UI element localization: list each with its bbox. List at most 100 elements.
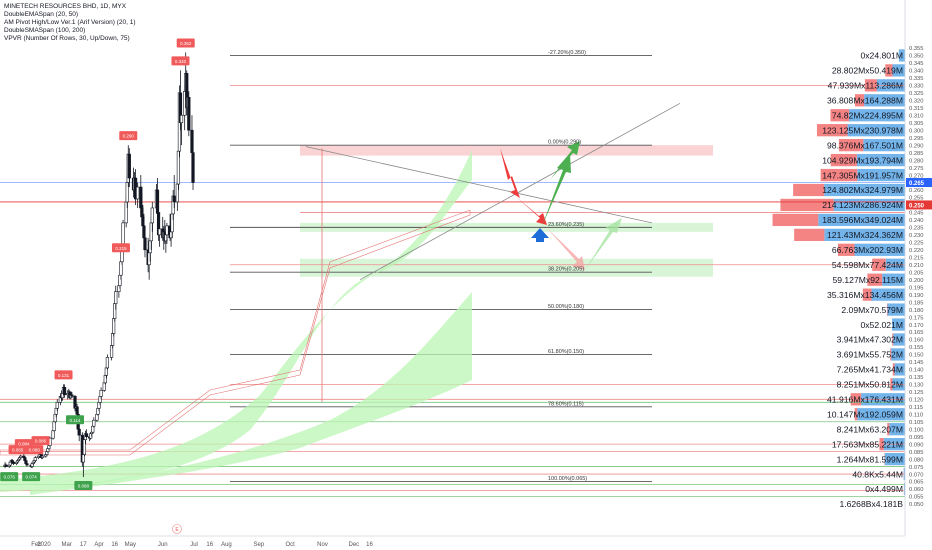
vp-down-bar: [794, 228, 825, 241]
time-tick-label: Apr: [94, 542, 103, 548]
price-tick-label: 0.100: [909, 427, 924, 433]
vp-up-bar: [856, 153, 905, 167]
price-tick-label: 0.320: [909, 99, 924, 105]
pivot-low-marker: [74, 481, 93, 491]
fib-level-label: 0.00%(0.290): [548, 140, 581, 146]
vp-up-bar: [824, 183, 905, 197]
pivot-marker-label: 0.352: [180, 41, 192, 46]
vp-row-label: 121.43Mx324.362M: [827, 230, 903, 240]
vp-up-bar: [894, 363, 905, 376]
vp-row-label: 147.305Mx191.957M: [822, 170, 903, 180]
candle-body: [114, 291, 118, 304]
price-tick-label: 0.185: [909, 300, 924, 306]
candle-body: [121, 222, 125, 245]
projection-arrow-pink: [547, 228, 585, 270]
price-tick-label: 0.350: [909, 54, 924, 60]
vp-up-bar: [854, 243, 905, 256]
vp-down-bar: [830, 153, 857, 167]
vp-row-label: 0x52.021M: [860, 320, 903, 330]
support-zone-2: [300, 258, 713, 277]
ema-band-lower: [30, 292, 472, 495]
pivot-marker-label: 0.215: [115, 246, 127, 251]
vp-down-bar: [854, 94, 865, 107]
price-tick-label: 0.260: [909, 188, 924, 194]
price-tick-label: 0.125: [909, 390, 924, 396]
price-tick-label: 0.285: [909, 151, 924, 157]
price-tick-label: 0.205: [909, 270, 924, 276]
vp-up-bar: [863, 139, 905, 152]
time-tick-label: May: [125, 542, 136, 548]
candle-body: [105, 357, 109, 369]
horizontal-levels: [0, 55, 905, 497]
time-tick-label: Oct: [285, 542, 295, 548]
price-tick-label: 0.270: [909, 173, 924, 179]
pivot-high-marker: [119, 131, 138, 141]
candle-body: [165, 225, 169, 236]
price-tick-label: 0.245: [909, 211, 924, 217]
time-tick-label: 16: [366, 542, 373, 548]
price-tick-label: 0.120: [909, 398, 924, 404]
price-tick-label: 0.065: [909, 480, 924, 486]
projection-arrow-lightgreen: [585, 218, 622, 270]
price-tick-label: 0.345: [909, 61, 924, 67]
vp-down-bar: [892, 363, 895, 376]
vp-row-label: 36.808Mx164.288M: [827, 96, 903, 106]
ema-band-upper: [0, 150, 472, 492]
vp-up-bar: [871, 288, 905, 301]
indicator-pivot[interactable]: AM Pivot High/Low Ver.1 (Arif Version) (…: [4, 19, 136, 26]
vp-row-label: 214.123Mx286.924M: [822, 200, 903, 210]
vp-up-bar: [891, 348, 905, 361]
price-tick-label: 0.310: [909, 113, 924, 119]
candle-body: [77, 428, 81, 436]
pivot-low-marker: [22, 472, 41, 482]
vp-row-label: 66.763Mx202.93M: [832, 245, 903, 255]
price-tick-label: 0.215: [909, 255, 924, 261]
indicator-vpvr[interactable]: VPVR (Number Of Rows, 30, Up/Down, 75): [4, 35, 130, 42]
time-tick-label: Aug: [221, 542, 232, 548]
price-tick-label: 0.315: [909, 106, 924, 112]
pivot-high-marker: [111, 243, 130, 253]
price-tick-label: 0.330: [909, 84, 924, 90]
pivot-marker-label: 0.084: [18, 442, 30, 447]
vp-up-bar: [882, 273, 905, 286]
volume-profile: [772, 49, 905, 496]
indicator-double-sma[interactable]: DoubleSMASpan (100, 200): [4, 27, 86, 34]
price-tick-label: 0.305: [909, 121, 924, 127]
symbol-title[interactable]: MINETECH RESOURCES BHD, 1D, MYX: [4, 3, 127, 10]
candle-body: [136, 186, 140, 200]
projection-arrows: [500, 141, 622, 270]
candle-body: [99, 390, 103, 397]
vp-down-bar: [830, 109, 850, 122]
price-tick-label: 0.180: [909, 308, 924, 314]
vp-down-bar: [885, 64, 893, 77]
price-tick-label: 0.325: [909, 91, 924, 97]
price-tick-label: 0.130: [909, 383, 924, 389]
fib-level-label: 50.00%(0.180): [548, 304, 584, 310]
time-tick-label: Feb: [31, 542, 42, 548]
vp-up-bar: [857, 408, 905, 421]
vp-row-label: 40.8Kx5.44M: [852, 469, 903, 479]
candle-body: [187, 97, 191, 131]
ema-span-fill: [0, 150, 472, 495]
price-tick-label: 0.155: [909, 345, 924, 351]
volume-profile-labels: 0x24.801M 28.802Mx50.419M 47.939Mx113.286M…: [822, 51, 903, 509]
pivot-marker-label: 0.080: [29, 448, 41, 453]
vp-down-bar: [887, 423, 890, 436]
price-label-text: 0.250: [909, 203, 925, 209]
candles: [3, 52, 195, 478]
pivot-marker-label: 0.131: [58, 373, 70, 378]
time-tick-label: Dec: [348, 542, 359, 548]
vp-down-bar: [816, 124, 848, 137]
price-tick-label: 0.290: [909, 143, 924, 149]
fib-level-label: 61.80%(0.150): [548, 349, 584, 355]
vp-row-label: 104.929Mx193.794M: [822, 155, 903, 165]
vp-up-bar: [847, 124, 905, 137]
projection-arrow-red: [515, 196, 547, 225]
pivot-marker-label: 0.068: [78, 484, 90, 489]
indicator-double-ema[interactable]: DoubleEMASpan (20, 50): [4, 11, 79, 18]
price-tick-label: 0.135: [909, 375, 924, 381]
price-tick-label: 0.175: [909, 315, 924, 321]
